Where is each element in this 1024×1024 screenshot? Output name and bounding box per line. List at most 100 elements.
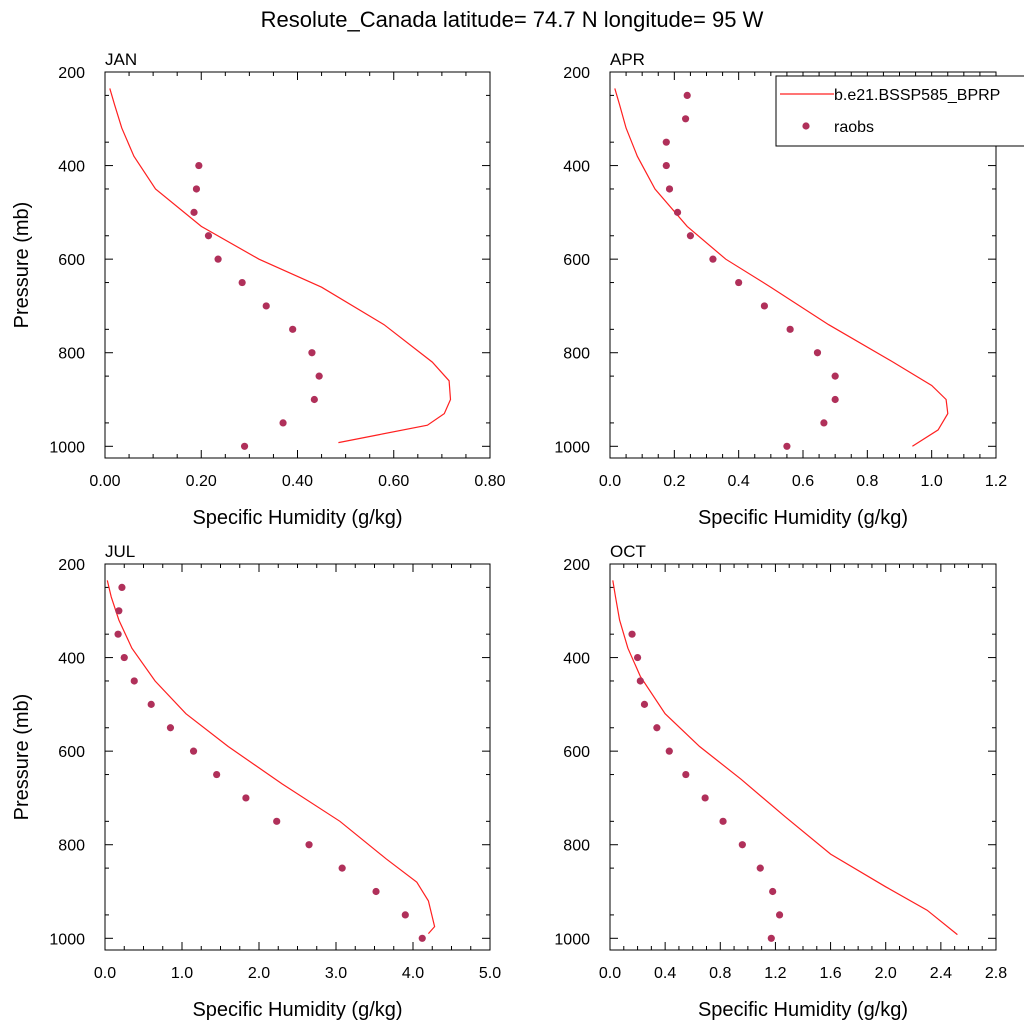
y-tick-label: 600 xyxy=(563,252,590,269)
y-tick-label: 1000 xyxy=(554,931,590,948)
panel-title: JAN xyxy=(105,50,137,69)
x-tick-label: 1.2 xyxy=(764,965,786,982)
raobs-point xyxy=(686,232,695,240)
raobs-point xyxy=(273,817,281,825)
raobs-point xyxy=(640,700,649,708)
raobs-point xyxy=(653,724,661,732)
raobs-point xyxy=(192,185,201,193)
raobs-point xyxy=(289,325,297,333)
panel-jan: JAN 0.00 0.20 0.40 0.60 0.80 200 400 600 800 1000 S… xyxy=(11,50,506,529)
y-tick-label: 400 xyxy=(563,159,590,176)
x-tick-label: 2.8 xyxy=(985,965,1007,982)
y-tick-label: 200 xyxy=(563,65,590,82)
x-tick-label: 0.00 xyxy=(89,473,120,490)
x-tick-label: 0.2 xyxy=(663,473,685,490)
raobs-point xyxy=(372,887,380,896)
panel-title: JUL xyxy=(105,542,135,561)
y-tick-label: 600 xyxy=(58,744,85,761)
raobs-point xyxy=(115,607,123,615)
raobs-point xyxy=(681,115,690,123)
model-profile-line xyxy=(614,88,949,447)
x-axis-label: Specific Humidity (g/kg) xyxy=(698,507,908,529)
raobs-point xyxy=(238,278,246,287)
raobs-point xyxy=(418,934,426,942)
model-profile-line xyxy=(612,580,958,936)
raobs-point xyxy=(636,677,644,685)
y-tick-label: 200 xyxy=(58,65,85,82)
x-tick-label: 0.8 xyxy=(709,965,731,982)
y-axis-label: Pressure (mb) xyxy=(11,202,33,329)
panel-title: APR xyxy=(610,50,645,69)
raobs-point xyxy=(662,138,670,146)
raobs-point xyxy=(767,934,775,942)
x-tick-label: 4.0 xyxy=(402,965,424,982)
y-tick-label: 1000 xyxy=(49,931,85,948)
y-tick-label: 800 xyxy=(563,346,590,363)
panel-title: OCT xyxy=(610,542,646,561)
raobs-point xyxy=(633,653,642,662)
raobs-point xyxy=(719,817,727,825)
x-tick-label: 0.6 xyxy=(792,473,814,490)
x-tick-label: 2.0 xyxy=(248,965,270,982)
raobs-point xyxy=(760,302,769,310)
raobs-point xyxy=(213,770,221,779)
raobs-point xyxy=(118,583,126,591)
legend-obs-label: raobs xyxy=(834,119,874,136)
x-tick-label: 0.80 xyxy=(474,473,505,490)
raobs-point xyxy=(190,208,198,216)
raobs-point xyxy=(701,794,709,802)
x-tick-label: 0.0 xyxy=(599,473,621,490)
y-tick-label: 400 xyxy=(563,651,590,668)
raobs-point xyxy=(628,630,636,638)
x-axis-label: Specific Humidity (g/kg) xyxy=(698,999,908,1021)
panel-oct: OCT 0.0 0.4 0.8 1.2 1.6 2.0 2.4 2.8 200 400 600 800 1… xyxy=(554,542,1007,1021)
x-tick-label: 0.40 xyxy=(282,473,313,490)
x-tick-label: 1.0 xyxy=(921,473,943,490)
x-axis-label: Specific Humidity (g/kg) xyxy=(192,507,402,529)
plot-frame xyxy=(609,563,997,951)
raobs-point xyxy=(820,419,828,427)
x-tick-label: 0.4 xyxy=(728,473,750,490)
y-tick-label: 200 xyxy=(58,557,85,574)
x-tick-label: 5.0 xyxy=(479,965,501,982)
raobs-point xyxy=(775,911,784,919)
raobs-point xyxy=(401,911,409,919)
model-profile-line xyxy=(106,580,436,934)
raobs-point xyxy=(310,395,318,404)
raobs-point xyxy=(709,255,717,263)
plot-frame xyxy=(104,71,491,459)
raobs-point xyxy=(831,395,839,404)
raobs-point xyxy=(315,372,323,380)
x-tick-label: 0.4 xyxy=(654,965,676,982)
raobs-point xyxy=(242,794,250,802)
y-axis-label: Pressure (mb) xyxy=(11,694,33,821)
x-tick-label: 0.0 xyxy=(599,965,621,982)
raobs-point xyxy=(120,653,128,662)
raobs-point xyxy=(783,442,791,450)
raobs-point xyxy=(195,161,203,170)
raobs-point xyxy=(831,372,839,380)
raobs-point xyxy=(262,302,270,310)
x-axis-label: Specific Humidity (g/kg) xyxy=(192,999,402,1021)
panel-jul: JUL 0.0 1.0 2.0 3.0 4.0 5.0 200 400 600 800 1000 Spe… xyxy=(11,542,501,1021)
y-tick-label: 600 xyxy=(58,252,85,269)
raobs-point xyxy=(166,724,175,732)
x-tick-label: 2.0 xyxy=(875,965,897,982)
panel-apr: APR 0.0 0.2 0.4 0.6 0.8 1.0 1.2 200 400 600 800 1000… xyxy=(554,50,1007,529)
raobs-point xyxy=(308,349,316,357)
x-tick-label: 0.20 xyxy=(186,473,217,490)
x-tick-label: 1.0 xyxy=(171,965,193,982)
raobs-point xyxy=(189,747,198,755)
figure-title: Resolute_Canada latitude= 74.7 N longitu… xyxy=(261,7,764,32)
raobs-point xyxy=(786,325,794,333)
raobs-point xyxy=(130,677,138,685)
x-tick-label: 1.2 xyxy=(985,473,1007,490)
raobs-point xyxy=(673,208,682,216)
raobs-point xyxy=(114,630,122,638)
y-tick-label: 800 xyxy=(58,838,85,855)
y-tick-label: 600 xyxy=(563,744,590,761)
raobs-point xyxy=(682,770,690,779)
raobs-point xyxy=(735,278,743,287)
